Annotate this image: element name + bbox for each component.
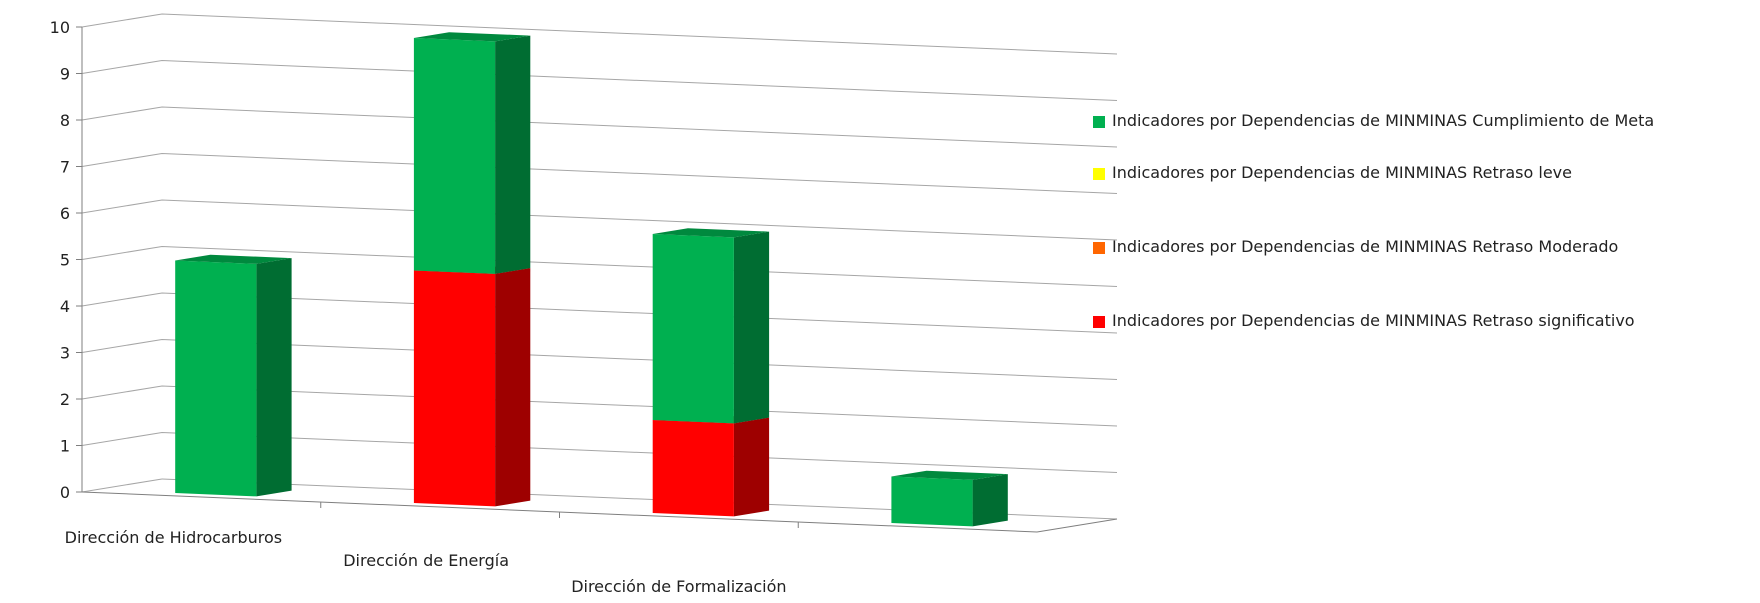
gridline-8: [81, 106, 1118, 148]
category-label-direccion-de-formalizacion: Dirección de Formalización: [571, 577, 786, 596]
gridline-9: [81, 59, 1118, 101]
y-tick-label-3: 3: [60, 344, 70, 363]
y-tick-label-9: 9: [60, 65, 70, 84]
gridline-4: [81, 292, 1118, 334]
category-label-direccion-de-energia: Dirección de Energía: [343, 551, 509, 570]
gridline-10: [81, 13, 1118, 55]
category-labels: Dirección de Hidrocarburos Dirección de E…: [65, 528, 1050, 603]
legend-item-cumplimiento: Indicadores por Dependencias de MINMINAS…: [1090, 110, 1755, 132]
legend-item-retraso-moderado: Indicadores por Dependencias de MINMINAS…: [1090, 236, 1755, 258]
bar-direccion-de-energia-cumplimiento-de-meta: [413, 32, 531, 274]
category-label-direccion-de-hidrocarburos: Dirección de Hidrocarburos: [65, 528, 282, 547]
legend-swatch-retraso-leve: [1093, 168, 1105, 180]
gridline-6: [81, 199, 1118, 241]
legend-label-retraso-leve: Indicadores por Dependencias de MINMINAS…: [1112, 163, 1572, 182]
legend-swatch-retraso-moderado: [1093, 242, 1105, 254]
y-tick-label-4: 4: [60, 297, 70, 316]
gridline-7: [81, 152, 1118, 194]
legend-item-retraso-significativo: Indicadores por Dependencias de MINMINAS…: [1090, 310, 1755, 332]
y-tick-label-10: 10: [50, 18, 70, 37]
gridline-3: [81, 338, 1118, 380]
bars: [175, 32, 1008, 527]
bar-direccion-de-formalizacion-cumplimiento-de-meta: [652, 228, 770, 424]
legend-label-cumplimiento: Indicadores por Dependencias de MINMINAS…: [1112, 111, 1655, 130]
gridlines: [81, 13, 1118, 473]
legend-item-retraso-leve: Indicadores por Dependencias de MINMINAS…: [1090, 162, 1755, 184]
gridline-5: [81, 245, 1118, 287]
floor-left-edge: [81, 478, 163, 493]
y-tick-label-5: 5: [60, 251, 70, 270]
legend-label-retraso-moderado: Indicadores por Dependencias de MINMINAS…: [1112, 237, 1619, 256]
bar-ofic-de-asuntos-regulatorios-cumplimiento-de-meta: [891, 470, 1008, 527]
bar-direccion-de-formalizacion-retraso-significativo: [652, 414, 770, 517]
gridline-1: [81, 431, 1118, 473]
y-tick-label-8: 8: [60, 111, 70, 130]
y-tick-label-6: 6: [60, 204, 70, 223]
y-tick-label-1: 1: [60, 437, 70, 456]
gridline-2: [81, 385, 1118, 427]
bar-direccion-de-hidrocarburos-cumplimiento-de-meta: [175, 254, 292, 497]
y-tick-labels: 0 1 2 3 4 5 6 7 8 9 10: [50, 18, 70, 502]
y-tick-label-2: 2: [60, 390, 70, 409]
legend-swatch-cumplimiento: [1093, 116, 1105, 128]
legend: Indicadores por Dependencias de MINMINAS…: [1090, 110, 1755, 332]
bar-direccion-de-energia-retraso-significativo: [413, 264, 531, 507]
legend-label-retraso-significativo: Indicadores por Dependencias de MINMINAS…: [1112, 311, 1635, 330]
legend-swatch-retraso-significativo: [1093, 316, 1105, 328]
y-tick-label-7: 7: [60, 158, 70, 177]
floor-right-edge: [1036, 518, 1118, 533]
y-tick-label-0: 0: [60, 483, 70, 502]
